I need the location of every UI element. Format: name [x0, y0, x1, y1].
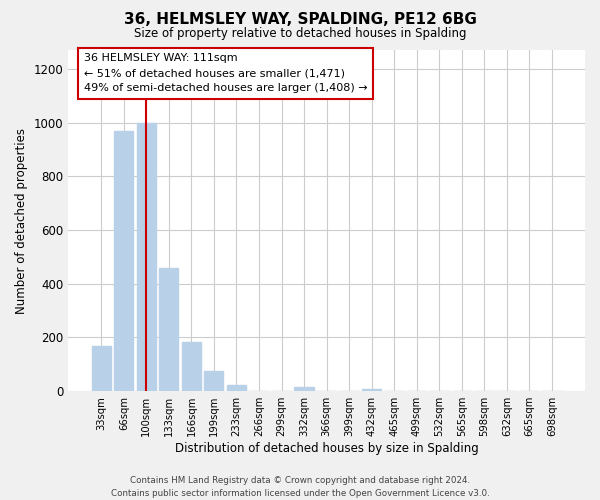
Y-axis label: Number of detached properties: Number of detached properties	[15, 128, 28, 314]
Text: Contains HM Land Registry data © Crown copyright and database right 2024.
Contai: Contains HM Land Registry data © Crown c…	[110, 476, 490, 498]
Bar	[137, 122, 156, 391]
Bar	[295, 387, 314, 391]
Text: 36, HELMSLEY WAY, SPALDING, PE12 6BG: 36, HELMSLEY WAY, SPALDING, PE12 6BG	[124, 12, 476, 28]
Bar	[205, 371, 223, 391]
X-axis label: Distribution of detached houses by size in Spalding: Distribution of detached houses by size …	[175, 442, 478, 455]
Text: 36 HELMSLEY WAY: 111sqm
← 51% of detached houses are smaller (1,471)
49% of semi: 36 HELMSLEY WAY: 111sqm ← 51% of detache…	[83, 54, 367, 93]
Bar	[182, 342, 201, 391]
Bar	[227, 386, 246, 391]
Bar	[92, 346, 111, 391]
Text: Size of property relative to detached houses in Spalding: Size of property relative to detached ho…	[134, 28, 466, 40]
Bar	[362, 388, 381, 391]
Bar	[159, 268, 178, 391]
Bar	[114, 130, 133, 391]
